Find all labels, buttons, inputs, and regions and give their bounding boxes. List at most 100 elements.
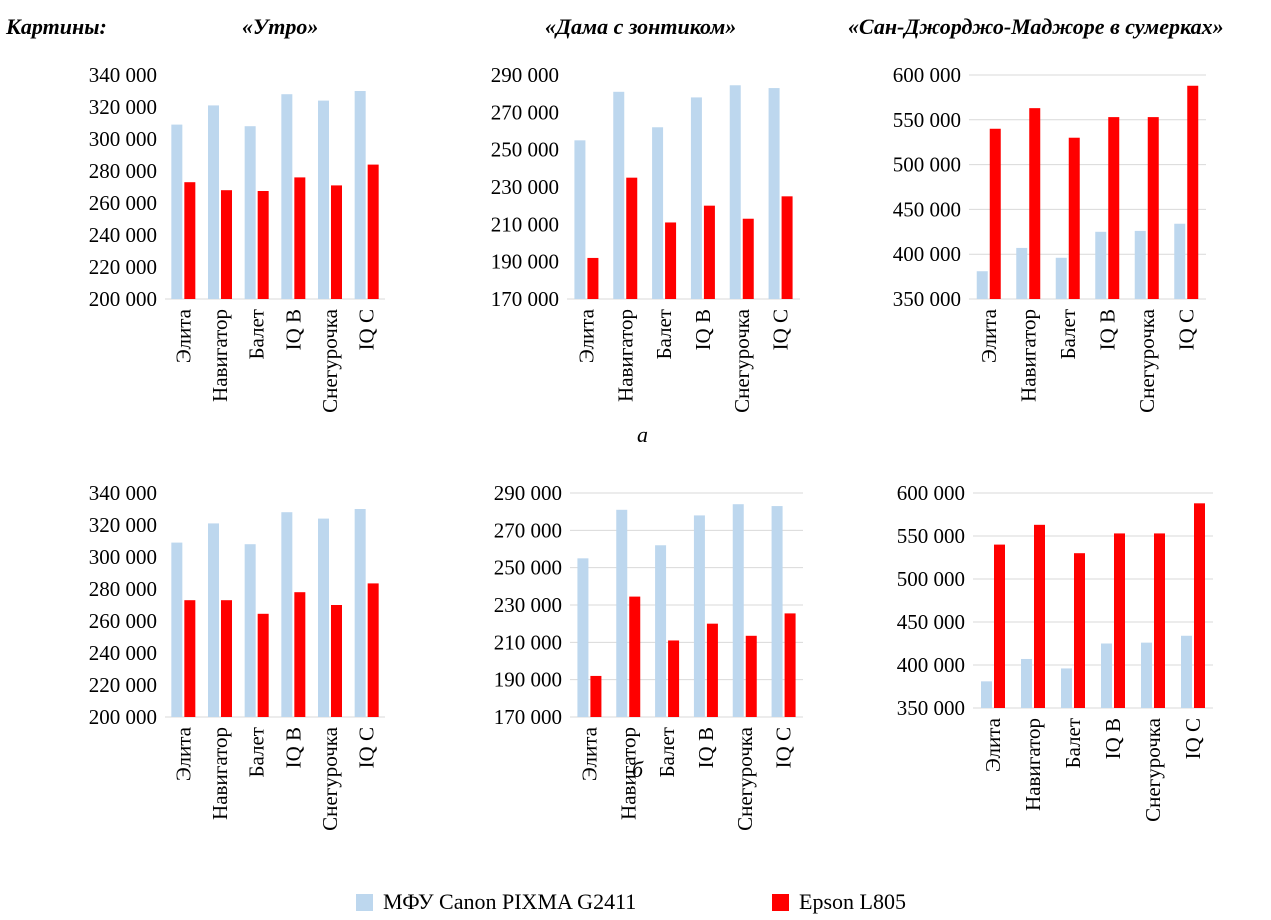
bar-epson-3: [294, 177, 306, 299]
x-category-label: Навигатор: [613, 309, 637, 402]
y-tick-label: 320 000: [89, 513, 157, 537]
bar-epson-4: [1147, 117, 1159, 299]
y-tick-label: 290 000: [494, 481, 562, 505]
y-tick-label: 320 000: [89, 95, 157, 119]
y-tick-label: 500 000: [893, 153, 961, 177]
y-tick-label: 400 000: [897, 653, 965, 677]
x-category-label: IQ B: [1101, 718, 1125, 759]
bar-canon-0: [171, 542, 183, 717]
x-category-label: Балет: [245, 309, 269, 360]
x-category-label: Балет: [1056, 309, 1080, 360]
bar-epson-2: [257, 613, 269, 717]
bar-canon-4: [318, 518, 329, 717]
y-tick-label: 220 000: [89, 255, 157, 279]
bar-epson-1: [1034, 524, 1045, 708]
y-tick-label: 200 000: [89, 287, 157, 311]
bar-epson-0: [587, 257, 599, 299]
x-category-label: Навигатор: [1016, 309, 1040, 402]
bar-canon-5: [354, 509, 366, 717]
bar-epson-3: [294, 592, 306, 717]
y-tick-label: 210 000: [491, 212, 559, 236]
y-tick-label: 280 000: [89, 159, 157, 183]
y-tick-label: 250 000: [494, 556, 562, 580]
y-tick-label: 170 000: [491, 287, 559, 311]
bar-canon-3: [1101, 643, 1112, 708]
chart-a-dama: 170 000 190 000 210 000 230 000 250 000 270 0…: [491, 63, 800, 413]
bar-epson-4: [331, 185, 342, 299]
chart-a-san-giorgio: 350 000 400 000 450 000 500 000 550 000 600 0…: [893, 63, 1206, 413]
y-tick-label: 190 000: [491, 250, 559, 274]
bar-epson-3: [706, 623, 718, 717]
bar-epson-2: [668, 640, 680, 717]
bar-epson-5: [367, 583, 379, 717]
y-tick-label: 600 000: [893, 63, 961, 87]
bar-epson-0: [989, 128, 1001, 299]
bar-canon-5: [768, 88, 780, 299]
x-category-label: IQ C: [769, 309, 793, 350]
bar-epson-3: [1114, 533, 1125, 708]
bar-epson-4: [331, 605, 342, 717]
y-tick-label: 270 000: [491, 100, 559, 124]
x-category-label: Навигатор: [616, 727, 640, 820]
chart-a-utro: 200 000 220 000 240 000 260 000 280 000 300 0…: [89, 63, 385, 413]
y-tick-label: 400 000: [893, 242, 961, 266]
panel-label-b: б: [632, 757, 644, 782]
bar-epson-1: [626, 177, 638, 299]
y-tick-label: 340 000: [89, 481, 157, 505]
y-tick-label: 260 000: [89, 609, 157, 633]
bar-epson-2: [665, 222, 677, 299]
y-tick-label: 260 000: [89, 191, 157, 215]
x-category-label: IQ C: [772, 727, 796, 768]
x-category-label: Элита: [577, 726, 601, 781]
bar-epson-3: [703, 205, 715, 299]
bar-epson-5: [1194, 503, 1205, 708]
y-tick-label: 550 000: [897, 524, 965, 548]
x-category-label: IQ B: [281, 309, 305, 350]
x-category-label: Элита: [574, 308, 598, 363]
chart-b-san-giorgio: 350 000 400 000 450 000 500 000 550 000 600 0…: [897, 481, 1213, 822]
bar-epson-4: [745, 635, 757, 717]
paintings-label: Картины:: [6, 14, 107, 39]
bar-canon-2: [1061, 668, 1072, 708]
y-tick-label: 450 000: [897, 610, 965, 634]
y-tick-label: 230 000: [494, 593, 562, 617]
bar-epson-1: [629, 596, 641, 717]
legend-label-canon: МФУ Canon PIXMA G2411: [383, 889, 637, 914]
y-tick-label: 350 000: [897, 696, 965, 720]
bar-canon-4: [1134, 230, 1146, 299]
bar-epson-2: [1068, 137, 1080, 299]
title-dama: «Дама с зонтиком»: [545, 14, 737, 39]
y-tick-label: 340 000: [89, 63, 157, 87]
bar-canon-1: [1016, 247, 1028, 299]
legend-item-epson: Epson L805: [772, 889, 906, 915]
chart-b-dama: 170 000 190 000 210 000 230 000 250 000 270 0…: [494, 481, 803, 831]
bar-canon-1: [208, 105, 219, 300]
bar-canon-3: [281, 512, 293, 717]
bar-canon-3: [690, 97, 702, 300]
x-category-label: Навигатор: [208, 727, 232, 820]
y-tick-label: 170 000: [494, 705, 562, 729]
bar-epson-0: [184, 600, 196, 717]
y-tick-label: 240 000: [89, 223, 157, 247]
chart-b-utro: 200 000 220 000 240 000 260 000 280 000 300 0…: [89, 481, 385, 831]
bar-epson-5: [367, 164, 379, 299]
x-category-label: Снегурочка: [1141, 717, 1165, 822]
y-tick-label: 220 000: [89, 673, 157, 697]
bar-canon-2: [244, 126, 256, 299]
y-tick-label: 270 000: [494, 518, 562, 542]
x-category-label: IQ C: [355, 309, 379, 350]
x-category-label: Элита: [171, 726, 195, 781]
y-tick-label: 350 000: [893, 287, 961, 311]
x-category-label: Снегурочка: [318, 726, 342, 831]
bar-canon-1: [616, 509, 628, 717]
x-category-label: Элита: [981, 717, 1005, 772]
x-category-label: IQ C: [1174, 309, 1198, 350]
bar-canon-5: [354, 91, 366, 299]
x-category-label: Снегурочка: [318, 308, 342, 413]
bar-epson-0: [994, 544, 1005, 708]
x-category-label: IQ B: [1095, 309, 1119, 350]
x-category-label: Снегурочка: [1135, 308, 1159, 413]
y-tick-label: 550 000: [893, 108, 961, 132]
bar-canon-0: [574, 140, 586, 299]
x-category-label: Балет: [652, 309, 676, 360]
